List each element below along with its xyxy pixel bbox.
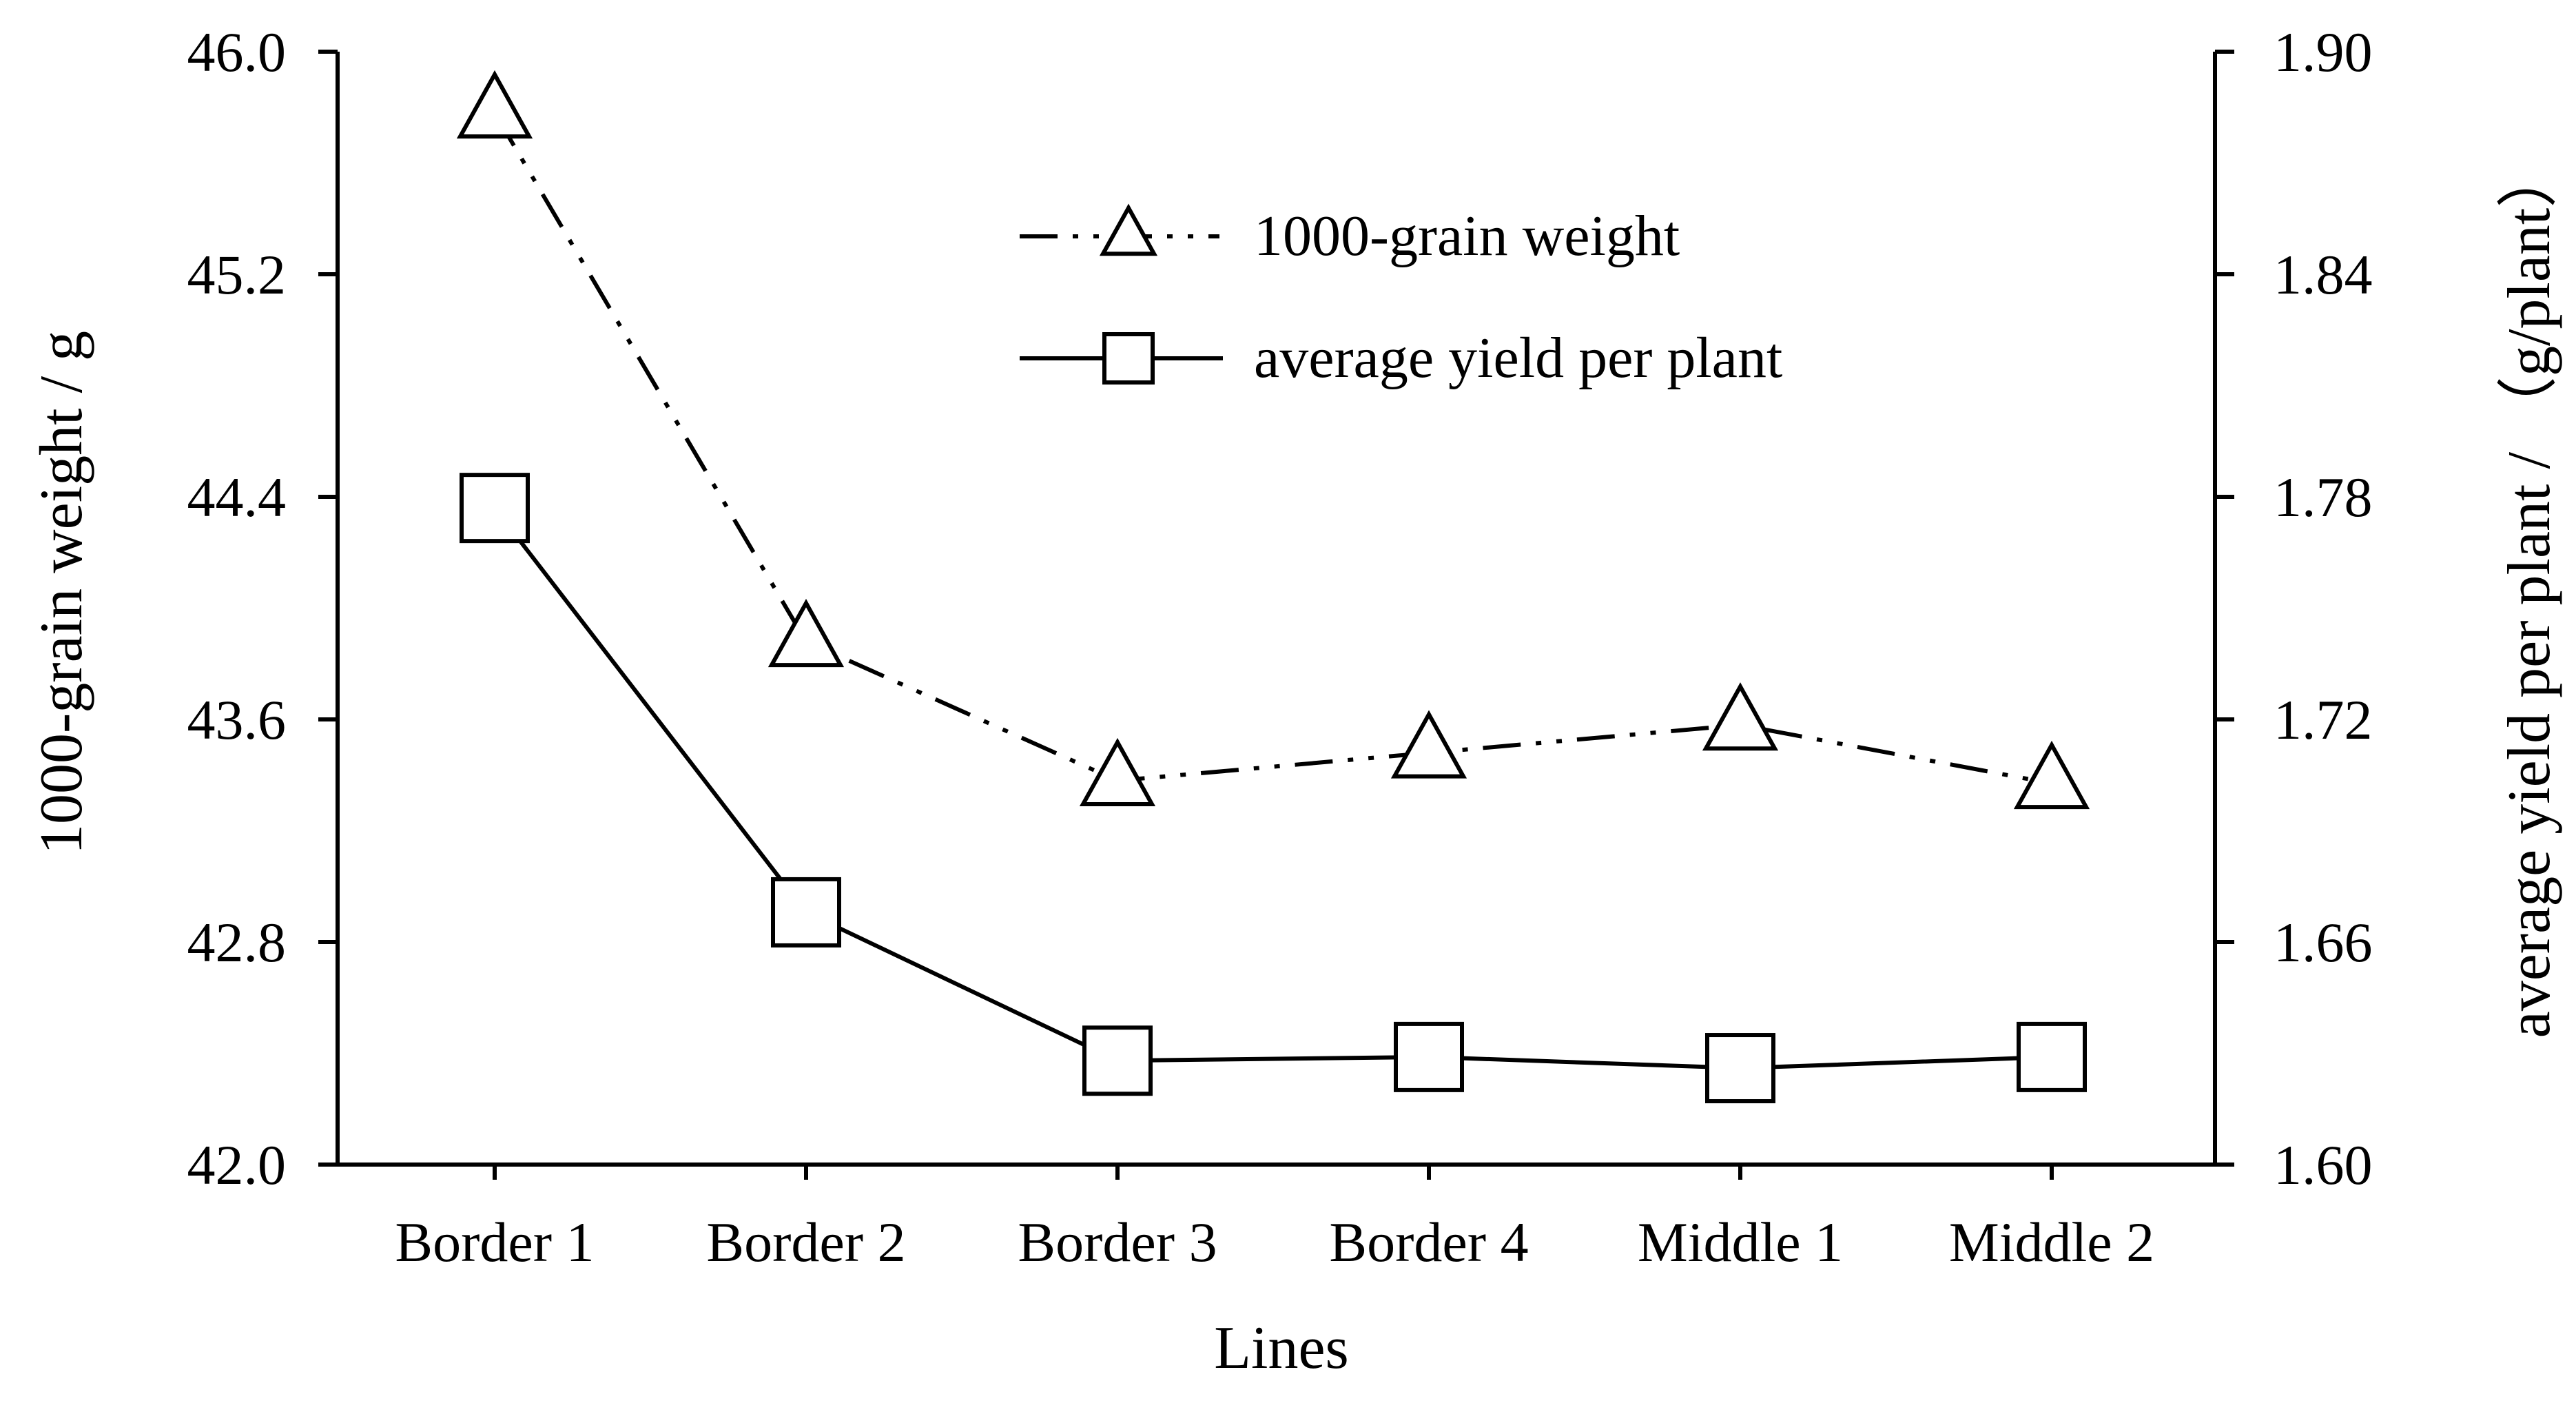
- x-tick-label: Border 4: [1329, 1211, 1528, 1273]
- yield-point: [1705, 1033, 1775, 1104]
- x-tick-label: Border 1: [395, 1211, 594, 1273]
- legend-marker-square: [1102, 332, 1155, 385]
- yield-point: [1082, 1025, 1153, 1096]
- legend-marker-triangle: [1099, 203, 1158, 256]
- legend-symbol-1000-grain-weight: [1020, 203, 1219, 256]
- grain-weight-point: [2013, 740, 2090, 810]
- legend: 1000-grain weight average yield per plan…: [1020, 203, 1782, 390]
- yield-point: [1394, 1021, 1464, 1092]
- series-line-yield: [493, 506, 2052, 1071]
- legend-label-average-yield: average yield per plant: [1254, 326, 1782, 390]
- yield-point: [771, 877, 841, 948]
- right-tick-label: 1.72: [2274, 688, 2373, 751]
- left-tick-label: 45.2: [187, 243, 287, 306]
- x-tick-label: Middle 1: [1638, 1211, 1843, 1273]
- right-tick-label: 1.90: [2274, 21, 2373, 83]
- right-tick-label: 1.60: [2274, 1134, 2373, 1196]
- yield-point: [460, 473, 530, 544]
- grain-weight-point: [1390, 710, 1467, 779]
- left-axis-ticks: 42.0 42.8 43.6 44.4 45.2 46.0: [187, 21, 338, 1196]
- left-tick-label: 44.4: [187, 466, 287, 529]
- left-axis-title: 1000-grain weight / g: [28, 331, 95, 854]
- grain-weight-point: [1079, 737, 1156, 807]
- x-axis-ticks: Border 1 Border 2 Border 3 Border 4 Middle 1…: [395, 1165, 2154, 1273]
- right-tick-label: 1.84: [2274, 243, 2373, 306]
- axes: [336, 52, 2217, 1167]
- left-tick-label: 42.8: [187, 911, 287, 974]
- series-lines: [493, 112, 2052, 1071]
- grain-weight-point: [1702, 682, 1779, 751]
- legend-label-1000-grain-weight: 1000-grain weight: [1254, 204, 1680, 268]
- yield-point: [2017, 1021, 2087, 1092]
- x-tick-label: Border 2: [706, 1211, 905, 1273]
- series-line-grain-weight: [493, 112, 2052, 786]
- right-tick-label: 1.78: [2274, 466, 2373, 529]
- right-axis-title: average yield per plant / （g/plant）: [2496, 147, 2563, 1038]
- grain-weight-point: [456, 70, 533, 139]
- x-tick-label: Middle 2: [1949, 1211, 2154, 1273]
- left-tick-label: 42.0: [187, 1134, 287, 1196]
- grain-weight-point: [767, 598, 845, 668]
- right-axis-ticks: 1.60 1.66 1.72 1.78 1.84 1.90: [2215, 21, 2373, 1196]
- left-tick-label: 46.0: [187, 21, 287, 83]
- series-markers: [456, 70, 2090, 1104]
- legend-symbol-average-yield: [1020, 332, 1223, 385]
- x-tick-label: Border 3: [1018, 1211, 1217, 1273]
- x-axis-title: Lines: [1214, 1315, 1349, 1382]
- right-tick-label: 1.66: [2274, 911, 2373, 974]
- left-tick-label: 43.6: [187, 688, 287, 751]
